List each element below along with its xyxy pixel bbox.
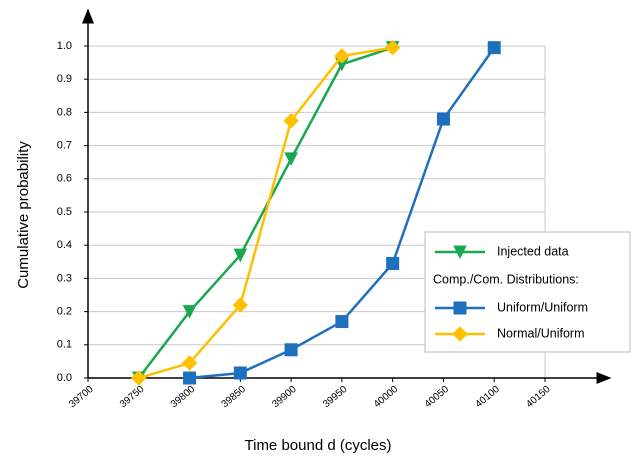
- legend-label: Uniform/Uniform: [497, 300, 588, 314]
- x-axis-label: Time bound d (cycles): [245, 437, 392, 454]
- x-tick-label: 39800: [169, 384, 198, 411]
- x-tick-label: 40100: [473, 384, 502, 411]
- x-tick-label: 39700: [67, 384, 96, 411]
- legend-marker: [453, 301, 467, 315]
- y-tick-label: 0.6: [57, 173, 72, 185]
- y-tick-label: 0.0: [57, 372, 72, 384]
- x-tick-label: 40050: [423, 384, 452, 411]
- point: [284, 343, 298, 357]
- x-tick-label: 39900: [270, 384, 299, 411]
- legend-heading: Comp./Com. Distributions:: [433, 272, 579, 286]
- point: [233, 248, 248, 263]
- y-tick-label: 0.3: [57, 272, 72, 284]
- point: [436, 112, 450, 126]
- legend-marker: [452, 326, 468, 342]
- y-tick-label: 0.9: [57, 73, 72, 85]
- y-tick-label: 1.0: [57, 40, 72, 52]
- y-tick-label: 0.5: [57, 206, 72, 218]
- series-line: [137, 46, 394, 379]
- point: [181, 355, 198, 371]
- y-tick-label: 0.8: [57, 106, 72, 118]
- point: [334, 48, 350, 64]
- point: [183, 371, 197, 385]
- point: [386, 256, 400, 270]
- x-tick-label: 39950: [321, 384, 350, 411]
- x-tick-label: 39850: [220, 384, 249, 411]
- point: [283, 112, 299, 129]
- legend-label: Injected data: [497, 244, 569, 258]
- point: [487, 41, 501, 55]
- legend-marker: [453, 245, 467, 260]
- point: [182, 305, 197, 319]
- x-tick-label: 39750: [118, 384, 147, 411]
- point: [284, 152, 298, 166]
- y-axis-label: Cumulative probability: [15, 141, 32, 289]
- point: [233, 366, 247, 380]
- series-line: [138, 46, 393, 380]
- x-tick-label: 40000: [372, 384, 401, 411]
- legend-label: Normal/Uniform: [497, 326, 585, 340]
- y-tick-label: 0.2: [57, 306, 72, 318]
- x-tick-label: 40150: [524, 384, 553, 411]
- point: [131, 370, 147, 386]
- y-tick-label: 0.4: [57, 239, 72, 251]
- y-tick-label: 0.1: [57, 339, 72, 351]
- point: [335, 315, 349, 329]
- point: [384, 39, 401, 56]
- point: [232, 297, 249, 313]
- y-tick-label: 0.7: [57, 140, 72, 152]
